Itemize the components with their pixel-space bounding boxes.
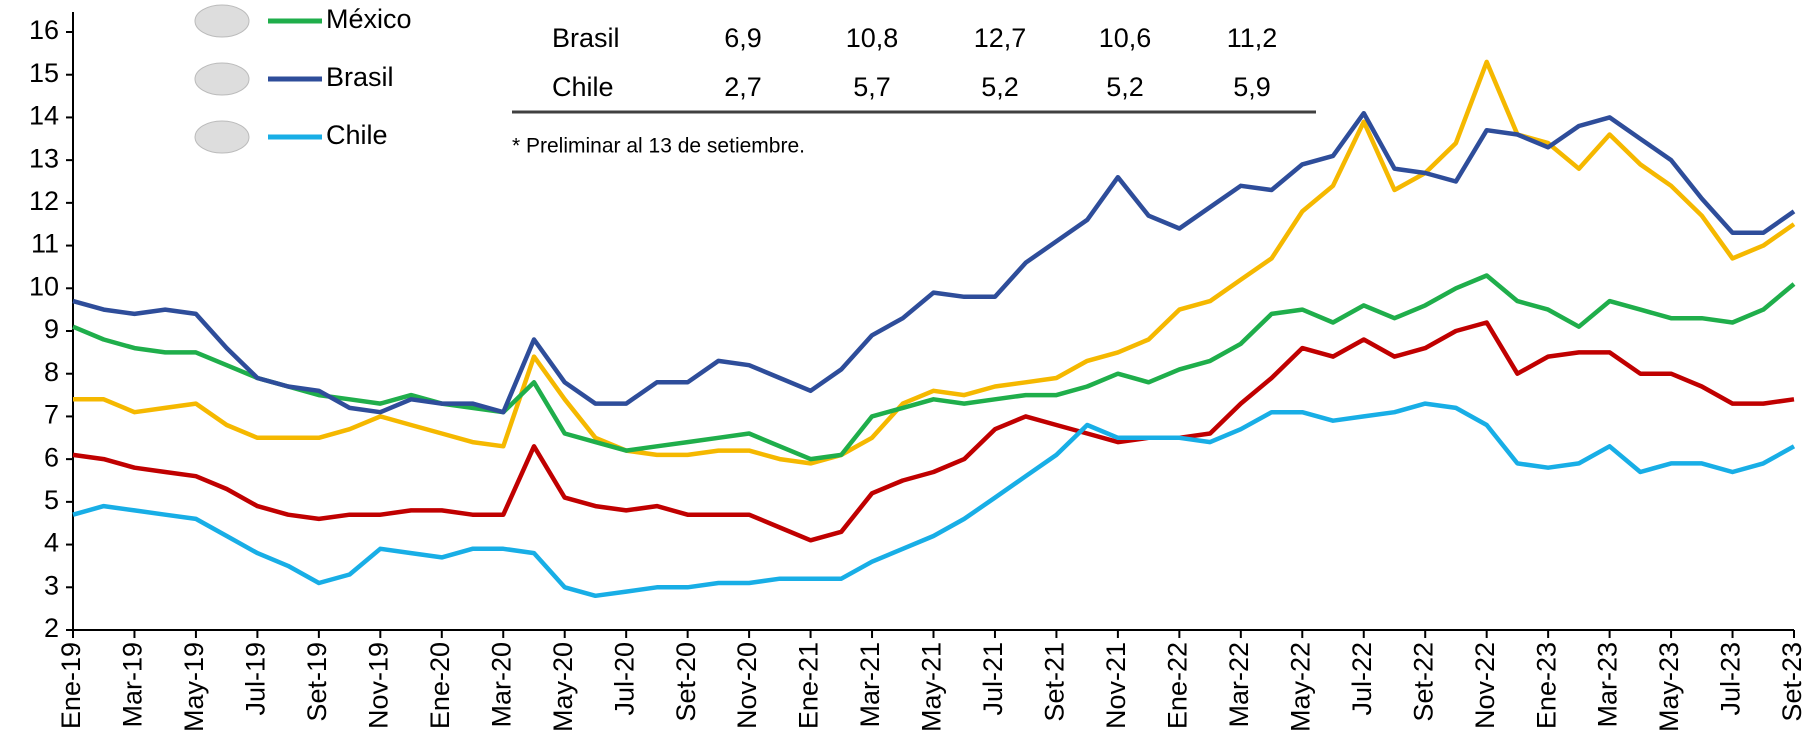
x-tick-label: Ene-20: [425, 642, 455, 729]
x-tick-label: Nov-19: [363, 642, 393, 729]
legend-flag: [194, 62, 250, 96]
table-cell: 10,6: [1099, 23, 1152, 53]
series-line: [72, 401, 1796, 599]
x-tick-label: May-22: [1285, 642, 1315, 732]
x-tick-label: May-20: [548, 642, 578, 732]
y-tick-label: 4: [44, 528, 59, 558]
x-tick-label: Nov-20: [732, 642, 762, 729]
series-line: [72, 110, 1796, 415]
x-tick-label: May-19: [179, 642, 209, 732]
x-tick-label: Ene-23: [1531, 642, 1561, 729]
x-tick-label: Jul-20: [609, 642, 639, 716]
series-line: [72, 273, 1796, 462]
y-tick-label: 11: [31, 229, 59, 259]
x-tick-label: Jul-22: [1347, 642, 1377, 716]
x-tick-label: Set-23: [1777, 642, 1806, 722]
y-tick-label: 6: [44, 442, 59, 472]
x-tick-label: Ene-22: [1162, 642, 1192, 729]
legend-label: México: [326, 4, 412, 34]
table-cell: 11,2: [1227, 23, 1278, 53]
x-tick-label: Set-19: [302, 642, 332, 722]
x-tick-label: May-23: [1654, 642, 1684, 732]
x-tick-label: Mar-23: [1593, 642, 1623, 728]
y-tick-label: 2: [44, 613, 59, 643]
x-tick-label: Ene-19: [56, 642, 86, 729]
legend-item: Brasil: [194, 62, 394, 96]
y-tick-label: 15: [29, 58, 59, 88]
legend-flag: [194, 120, 250, 154]
table-footnote: * Preliminar al 13 de setiembre.: [512, 135, 805, 158]
x-tick-label: Set-21: [1040, 642, 1070, 722]
legend-item: México: [194, 4, 412, 38]
x-tick-label: May-21: [917, 642, 947, 732]
table-cell: 6,9: [724, 23, 762, 53]
y-tick-label: 3: [44, 570, 59, 600]
table-cell: 5,7: [853, 72, 891, 102]
x-tick-label: Mar-20: [486, 642, 516, 728]
table-row-label: Chile: [552, 72, 614, 102]
legend-flag: [194, 4, 250, 38]
x-tick-label: Mar-22: [1224, 642, 1254, 728]
table-cell: 5,2: [981, 72, 1019, 102]
x-tick-label: Nov-21: [1101, 642, 1131, 729]
legend-item: Chile: [194, 120, 388, 154]
y-tick-label: 16: [29, 15, 59, 45]
table-cell: 10,8: [846, 23, 899, 53]
y-tick-label: 13: [29, 143, 59, 173]
y-tick-label: 14: [29, 101, 59, 131]
y-tick-label: 5: [44, 485, 59, 515]
x-tick-label: Mar-21: [855, 642, 885, 728]
x-tick-label: Set-20: [671, 642, 701, 722]
table-cell: 12,7: [974, 23, 1027, 53]
x-tick-label: Set-22: [1408, 642, 1438, 722]
legend-label: Chile: [326, 120, 388, 150]
y-tick-label: 8: [44, 357, 59, 387]
y-tick-label: 10: [29, 271, 59, 301]
table-cell: 2,7: [724, 72, 762, 102]
table-cell: 5,2: [1106, 72, 1144, 102]
legend-label: Brasil: [326, 62, 394, 92]
x-tick-label: Nov-22: [1470, 642, 1500, 729]
x-tick-label: Jul-23: [1716, 642, 1746, 716]
series-line: [72, 320, 1795, 543]
table-cell: 5,9: [1233, 72, 1271, 102]
x-tick-label: Jul-19: [241, 642, 271, 716]
table-row-label: Brasil: [552, 23, 620, 53]
x-tick-label: Ene-21: [794, 642, 824, 729]
y-tick-label: 12: [29, 186, 59, 216]
x-tick-label: Jul-21: [978, 642, 1008, 716]
legend-flags: México Brasil Chile: [194, 4, 412, 154]
series-line: [73, 59, 1796, 466]
x-tick-label: Mar-19: [118, 642, 148, 728]
y-tick-label: 7: [44, 400, 59, 430]
y-tick-label: 9: [44, 314, 59, 344]
